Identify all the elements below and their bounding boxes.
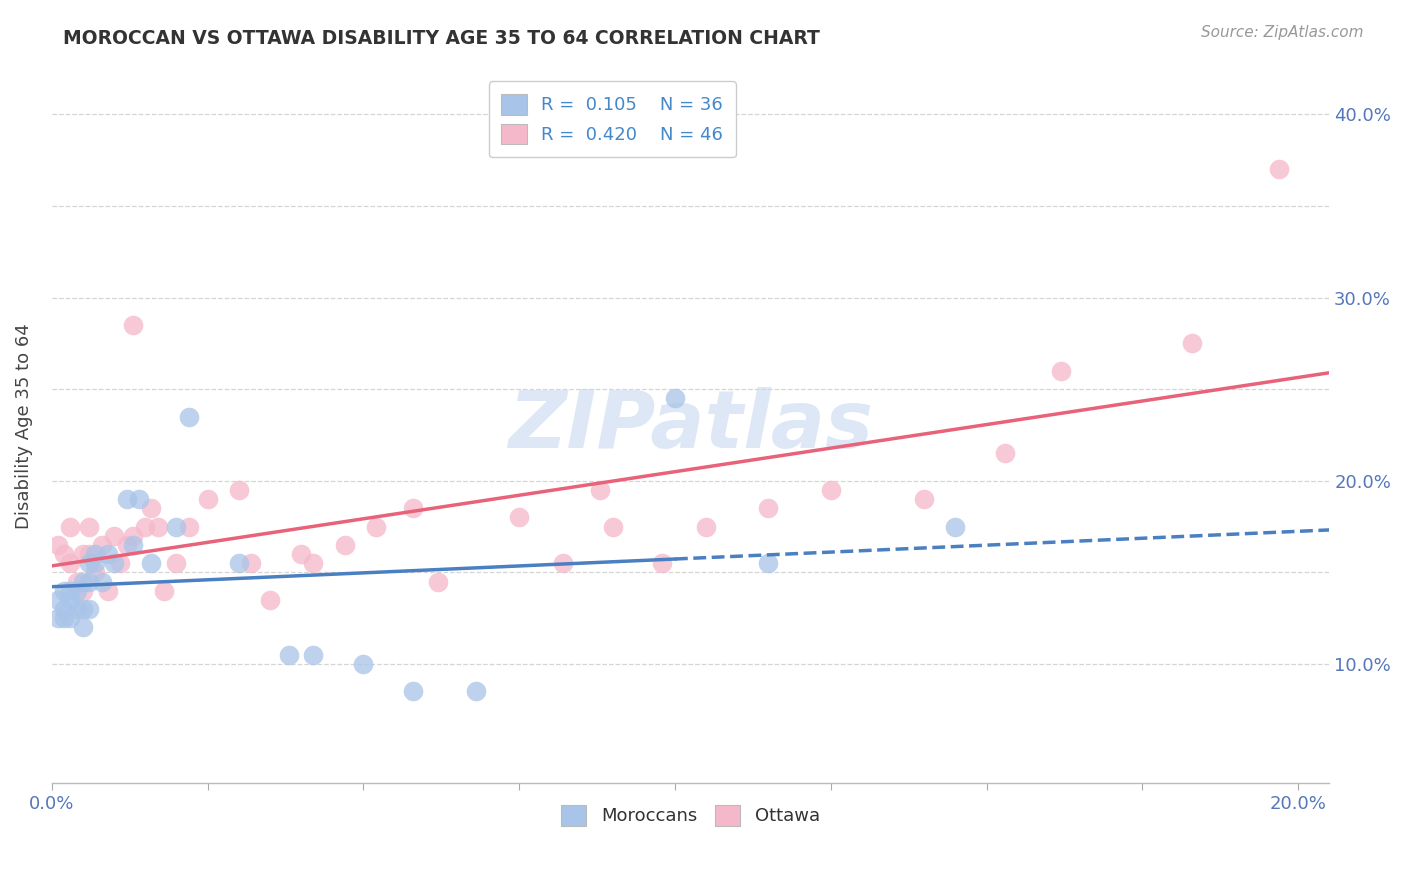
Point (84, 556, 107, 570)
Point (402, 501, 425, 516)
Point (77, 519, 100, 533)
Point (228, 483, 250, 497)
Point (77, 547, 100, 561)
Point (72, 583, 94, 598)
Point (97, 547, 120, 561)
Point (66, 574, 89, 589)
Point (551, 556, 574, 570)
Point (302, 556, 325, 570)
Legend: Moroccans, Ottawa: Moroccans, Ottawa (553, 796, 830, 835)
Point (165, 556, 187, 570)
Point (59, 592, 82, 607)
Point (464, 684, 486, 698)
Point (72, 602, 94, 616)
Point (128, 491, 150, 506)
Point (602, 519, 624, 533)
Point (153, 583, 176, 598)
Y-axis label: Disability Age 35 to 64: Disability Age 35 to 64 (15, 323, 32, 529)
Point (59, 583, 82, 598)
Point (53, 611, 76, 625)
Point (695, 519, 717, 533)
Point (912, 491, 935, 506)
Point (664, 392, 686, 406)
Point (146, 519, 169, 533)
Point (508, 510, 530, 524)
Point (110, 556, 132, 570)
Point (59, 556, 82, 570)
Point (72, 547, 94, 561)
Point (820, 483, 842, 497)
Point (121, 318, 143, 332)
Point (758, 501, 780, 516)
Point (77, 574, 100, 589)
Point (1181, 336, 1204, 351)
Point (177, 409, 200, 424)
Point (46, 592, 69, 607)
Point (121, 529, 143, 543)
Point (121, 538, 143, 552)
Point (59, 519, 82, 533)
Point (427, 574, 450, 589)
Text: Source: ZipAtlas.com: Source: ZipAtlas.com (1201, 25, 1364, 40)
Point (134, 519, 156, 533)
Point (141, 501, 163, 516)
Point (364, 519, 387, 533)
Point (1268, 162, 1291, 177)
Point (90, 538, 112, 552)
Point (259, 592, 281, 607)
Point (72, 574, 94, 589)
Point (758, 556, 780, 570)
Point (66, 602, 89, 616)
Point (84, 547, 107, 561)
Point (103, 529, 125, 543)
Point (115, 538, 138, 552)
Point (943, 519, 966, 533)
Point (290, 547, 312, 561)
Point (115, 491, 138, 506)
Point (352, 657, 374, 671)
Point (1050, 364, 1073, 378)
Point (46, 611, 69, 625)
Point (53, 583, 76, 598)
Point (84, 566, 107, 580)
Point (77, 556, 100, 570)
Point (333, 538, 356, 552)
Point (302, 648, 325, 662)
Point (66, 583, 89, 598)
Point (97, 583, 120, 598)
Point (53, 602, 76, 616)
Point (589, 483, 612, 497)
Point (59, 611, 82, 625)
Text: ZIPatlas: ZIPatlas (508, 387, 873, 465)
Point (994, 446, 1017, 460)
Point (651, 556, 673, 570)
Point (103, 556, 125, 570)
Point (90, 574, 112, 589)
Point (72, 620, 94, 634)
Point (53, 547, 76, 561)
Point (77, 602, 100, 616)
Point (402, 684, 425, 698)
Point (228, 556, 250, 570)
Point (197, 491, 219, 506)
Point (46, 538, 69, 552)
Point (141, 556, 163, 570)
Point (277, 648, 299, 662)
Point (165, 519, 187, 533)
Point (240, 556, 263, 570)
Point (177, 519, 200, 533)
Text: MOROCCAN VS OTTAWA DISABILITY AGE 35 TO 64 CORRELATION CHART: MOROCCAN VS OTTAWA DISABILITY AGE 35 TO … (63, 29, 820, 47)
